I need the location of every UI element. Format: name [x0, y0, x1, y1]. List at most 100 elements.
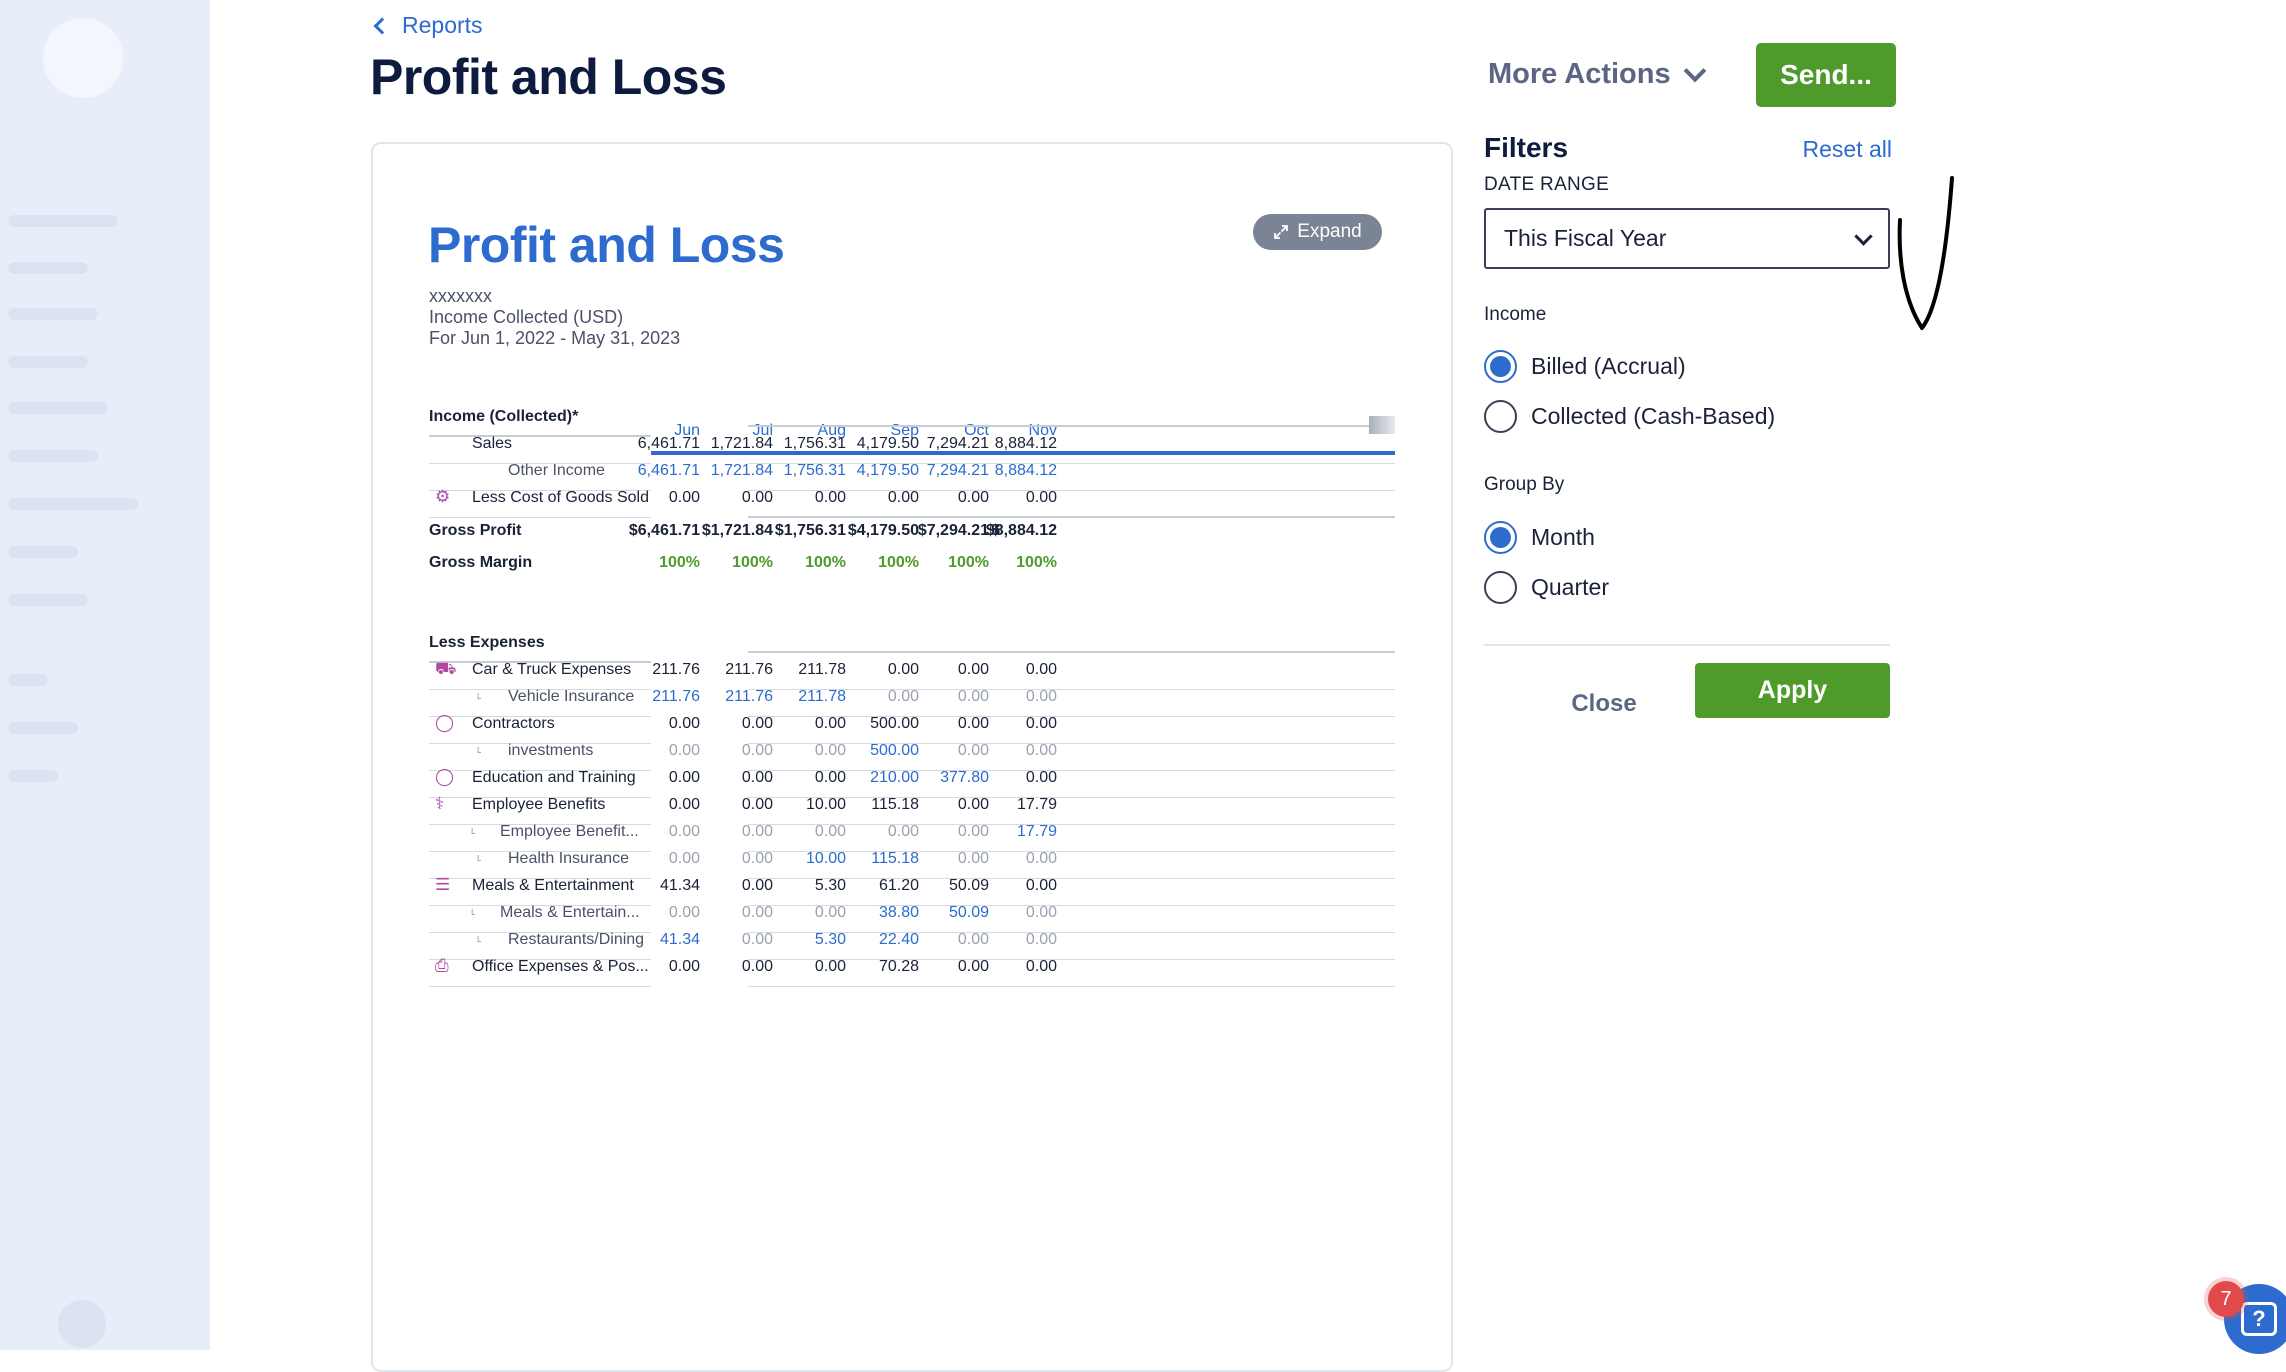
table-row[interactable]: Car & Truck Expenses ⛟ 211.76 211.76 211.78 0… [373, 651, 1395, 690]
row-divider [429, 435, 651, 437]
table-cell[interactable]: 22.40 [878, 931, 919, 948]
row-label: Education and Training [472, 769, 636, 786]
sidebar-item[interactable] [8, 498, 138, 510]
back-to-reports-link[interactable]: Reports [372, 12, 483, 39]
table-cell[interactable]: 377.80 [940, 769, 989, 786]
table-cell: 50.09 [948, 877, 989, 894]
subcategory-connector-icon: ˪ [477, 848, 482, 864]
sidebar [0, 0, 210, 1350]
table-cell[interactable]: 17.79 [1016, 823, 1057, 840]
sidebar-item[interactable] [8, 770, 58, 782]
date-range-select[interactable]: This Fiscal Year [1484, 208, 1890, 269]
radio-button[interactable] [1484, 350, 1517, 383]
table-row[interactable]: Other Income 6,461.71 1,721.84 1,756.31 4,17… [373, 452, 1395, 491]
table-cell[interactable]: 211.76 [725, 688, 773, 705]
row-divider [429, 689, 651, 690]
sidebar-item[interactable] [8, 546, 78, 558]
table-cell: 0.00 [741, 796, 773, 813]
radio-button[interactable] [1484, 571, 1517, 604]
table-row[interactable]: Gross Profit $6,461.71 $1,721.84 $1,756.31 $… [373, 512, 1395, 551]
sidebar-item[interactable] [8, 215, 118, 227]
more-actions-label: More Actions [1488, 58, 1671, 90]
subcategory-connector-icon: ˪ [477, 686, 482, 702]
table-cell[interactable]: 8,884.12 [994, 462, 1057, 479]
subcategory-connector-icon: ˪ [471, 821, 476, 837]
row-divider [429, 986, 651, 987]
radio-billed-accrual[interactable]: Billed (Accrual) [1484, 350, 1686, 383]
table-cell: 0.00 [887, 688, 919, 705]
table-cell[interactable]: 1,756.31 [783, 462, 846, 479]
radio-group-month[interactable]: Month [1484, 521, 1595, 554]
close-button[interactable]: Close [1571, 690, 1637, 717]
company-name: xxxxxxx [429, 286, 492, 306]
more-actions-dropdown[interactable]: More Actions [1488, 58, 1706, 91]
table-row[interactable]: Vehicle Insurance ˪ 211.76 211.76 211.78 0.00… [373, 678, 1395, 717]
table-cell[interactable]: 210.00 [870, 769, 919, 786]
table-cell[interactable]: 500.00 [870, 742, 919, 759]
table-cell[interactable]: 10.00 [805, 850, 846, 867]
table-row[interactable]: Education and Training ◯ 0.00 0.00 0.00 210.0… [373, 759, 1395, 798]
table-cell[interactable]: 5.30 [814, 931, 846, 948]
table-cell[interactable]: 1,721.84 [710, 462, 773, 479]
table-row[interactable]: Less Cost of Goods Sold ⚙ 0.00 0.00 0.00 0.00… [373, 479, 1395, 518]
sidebar-item[interactable] [8, 674, 48, 686]
sidebar-item[interactable] [8, 308, 98, 320]
row-divider [748, 743, 1395, 744]
table-row[interactable]: Sales 6,461.71 1,721.84 1,756.31 4,179.50 7,2… [373, 425, 1395, 464]
sidebar-item[interactable] [8, 722, 78, 734]
table-cell: 1,721.84 [710, 435, 773, 452]
send-button[interactable]: Send... [1756, 43, 1896, 107]
table-cell[interactable]: 7,294.21 [926, 462, 989, 479]
row-divider [748, 986, 1395, 987]
table-cell[interactable]: 41.34 [659, 931, 700, 948]
apply-button[interactable]: Apply [1695, 663, 1890, 718]
table-row[interactable]: investments ˪ 0.00 0.00 0.00 500.00 0.00 0.00 [373, 732, 1395, 771]
table-cell[interactable]: 4,179.50 [856, 462, 919, 479]
radio-collected-cash[interactable]: Collected (Cash-Based) [1484, 400, 1775, 433]
row-divider [429, 517, 651, 518]
table-cell: 0.00 [741, 904, 773, 921]
table-cell: 0.00 [1025, 877, 1057, 894]
company-logo[interactable] [43, 18, 123, 98]
avatar[interactable] [58, 1300, 106, 1348]
expand-button[interactable]: Expand [1253, 214, 1382, 250]
radio-button[interactable] [1484, 521, 1517, 554]
table-row[interactable]: Restaurants/Dining ˪ 41.34 0.00 5.30 22.40 0.0… [373, 921, 1395, 960]
row-divider [748, 851, 1395, 852]
table-cell: 100% [948, 554, 989, 571]
row-divider [748, 689, 1395, 690]
table-row[interactable]: Employee Benefit... ˪ 0.00 0.00 0.00 0.00 0.00… [373, 813, 1395, 852]
table-cell: 0.00 [1025, 904, 1057, 921]
table-cell[interactable]: 115.18 [871, 850, 919, 867]
row-divider [748, 463, 1395, 464]
sidebar-item[interactable] [8, 356, 88, 368]
table-cell[interactable]: 50.09 [948, 904, 989, 921]
table-cell: 0.00 [814, 904, 846, 921]
table-cell[interactable]: 211.76 [652, 688, 700, 705]
table-cell[interactable]: 6,461.71 [637, 462, 700, 479]
date-range-value: This Fiscal Year [1504, 225, 1667, 251]
row-divider [748, 716, 1395, 717]
table-row[interactable]: Health Insurance ˪ 0.00 0.00 10.00 115.18 0.00… [373, 840, 1395, 879]
sidebar-item[interactable] [8, 262, 88, 274]
back-link-label: Reports [402, 12, 483, 38]
table-row[interactable]: Office Expenses & Pos... ⎙ 0.00 0.00 0.00 70.… [373, 948, 1395, 987]
table-row[interactable]: Meals & Entertain... ˪ 0.00 0.00 0.00 38.80 50… [373, 894, 1395, 933]
table-row[interactable]: Contractors ◯ 0.00 0.00 0.00 500.00 0.00 0.00 [373, 705, 1395, 744]
sidebar-item[interactable] [8, 594, 88, 606]
horizontal-scroll-handle[interactable] [1369, 416, 1395, 434]
table-row[interactable]: Gross Margin 100% 100% 100% 100% 100% 100% [373, 544, 1395, 583]
radio-button[interactable] [1484, 400, 1517, 433]
row-label: Sales [472, 435, 513, 452]
table-row[interactable]: Employee Benefits ⚕ 0.00 0.00 10.00 115.18 0.0… [373, 786, 1395, 825]
table-cell: $1,721.84 [701, 522, 773, 539]
sidebar-item[interactable] [8, 450, 98, 462]
table-cell[interactable]: 38.80 [878, 904, 919, 921]
reset-all-link[interactable]: Reset all [1802, 136, 1892, 162]
radio-group-quarter[interactable]: Quarter [1484, 571, 1609, 604]
table-cell: 0.00 [887, 823, 919, 840]
table-row[interactable]: Meals & Entertainment ☰ 41.34 0.00 5.30 61.20… [373, 867, 1395, 906]
table-cell[interactable]: 211.78 [798, 688, 846, 705]
table-cell: 500.00 [870, 715, 919, 732]
sidebar-item[interactable] [8, 402, 108, 414]
